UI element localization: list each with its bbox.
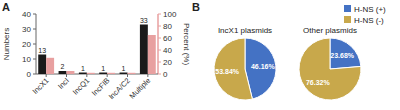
- x-tick-label: Multiple: [128, 76, 153, 101]
- y-tick-label: 20: [22, 40, 31, 49]
- bar: [67, 71, 75, 74]
- data-label: 1: [122, 65, 126, 72]
- pie-label: 76.32%: [306, 79, 331, 86]
- y-tick: [33, 14, 36, 15]
- y2-tick-label: 100: [163, 10, 177, 19]
- pie-label: 46.16%: [251, 63, 276, 70]
- y2-tick-label: 0: [163, 70, 168, 79]
- y2-axis-line: [157, 14, 159, 74]
- pie-labels: 46.16% 53.84%: [215, 63, 275, 74]
- pie-slice: [214, 38, 252, 100]
- y2-tick: [158, 62, 161, 63]
- x-tick: [46, 74, 47, 77]
- pie-slice: [299, 38, 361, 100]
- legend-entry: H-NS (-): [354, 16, 384, 25]
- bar: [79, 73, 87, 75]
- y2-tick-label: 40: [163, 46, 172, 55]
- x-tick: [127, 74, 128, 77]
- y-tick: [33, 29, 36, 30]
- pie-label: 53.84%: [215, 68, 240, 75]
- panel-label: A: [2, 1, 10, 13]
- bar: [148, 35, 156, 74]
- bar: [46, 58, 54, 74]
- y-tick-label: 40: [22, 10, 31, 19]
- bar: [87, 73, 95, 74]
- bar: [107, 73, 115, 74]
- y2-tick: [158, 38, 161, 39]
- data-label: 1: [101, 65, 105, 72]
- y-axis-title: Numbers: [2, 28, 11, 60]
- x-tick: [147, 74, 148, 77]
- bars: [38, 25, 156, 75]
- y2-tick-label: 60: [163, 34, 172, 43]
- pie-title: IncX1 plasmids: [218, 26, 272, 35]
- x-tick-label: IncX1: [31, 76, 51, 96]
- y-tick: [33, 44, 36, 45]
- bar: [120, 73, 128, 75]
- bar: [140, 25, 148, 75]
- pie-title: Other plasmids: [303, 26, 357, 35]
- bar: [128, 73, 136, 74]
- panel-label: B: [192, 1, 200, 13]
- y2-tick: [158, 74, 161, 75]
- y2-tick-label: 80: [163, 22, 172, 31]
- data-label: 2: [61, 63, 65, 70]
- data-label: 13: [38, 47, 46, 54]
- figure: A 0 10 20 30 40 Numbers 0 20 40 60 80 100 Percent (%)…: [0, 0, 400, 110]
- x-tick-label: IncA/C2: [107, 76, 132, 101]
- y2-tick: [158, 50, 161, 51]
- data-label: 1: [81, 65, 85, 72]
- pie: [299, 38, 361, 100]
- y-tick: [33, 74, 36, 75]
- x-tick: [86, 74, 87, 77]
- pie: [214, 38, 276, 100]
- y2-tick: [158, 26, 161, 27]
- x-tick-label: IncI: [56, 76, 71, 91]
- x-tick-label: IncQ1: [71, 76, 92, 97]
- y2-tick: [158, 14, 161, 15]
- pie-label: 23.68%: [330, 52, 355, 59]
- legend-entry: H-NS (+): [354, 5, 386, 14]
- y-tick-label: 30: [22, 25, 31, 34]
- bar: [38, 55, 46, 75]
- y2-axis-title: Percent (%): [182, 23, 191, 66]
- data-labels: 13 2 1 1 1 33: [38, 17, 148, 72]
- y-tick-label: 0: [27, 70, 32, 79]
- y-tick-label: 10: [22, 55, 31, 64]
- x-axis-line: [36, 74, 158, 75]
- pie-slice: [330, 38, 361, 69]
- bar: [59, 71, 67, 74]
- x-tick: [66, 74, 67, 77]
- data-label: 33: [140, 17, 148, 24]
- y2-tick-label: 20: [163, 58, 172, 67]
- bar: [99, 73, 107, 75]
- legend-swatch: [344, 5, 351, 12]
- y-tick: [33, 59, 36, 60]
- pie-labels: 23.68% 76.32%: [306, 52, 355, 85]
- legend: H-NS (+) H-NS (-): [344, 5, 386, 25]
- legend-swatch: [344, 16, 351, 23]
- x-tick: [107, 74, 108, 77]
